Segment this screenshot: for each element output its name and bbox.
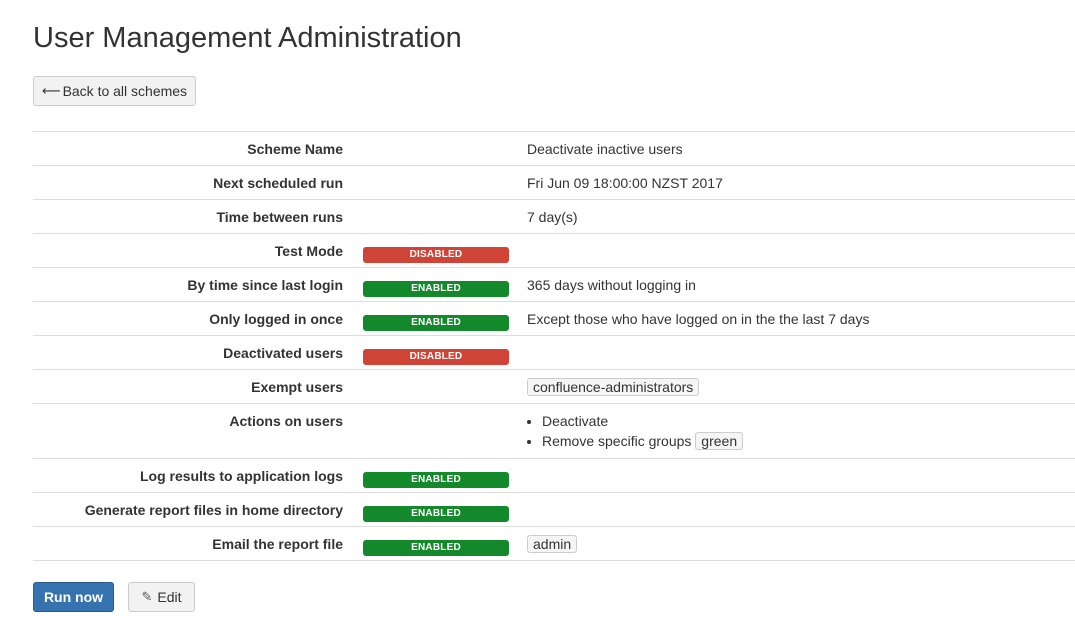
row-logged-once: Only logged in once ENABLED Except those…: [33, 302, 1075, 336]
row-exempt-users: Exempt users confluence-administrators: [33, 370, 1075, 404]
status-badge: ENABLED: [363, 281, 509, 297]
edit-button-label: Edit: [157, 589, 182, 605]
back-to-schemes-button[interactable]: ⟵ Back to all schemes: [33, 76, 196, 106]
row-test-mode: Test Mode DISABLED: [33, 234, 1075, 268]
row-scheme-name: Scheme Name Deactivate inactive users: [33, 132, 1075, 166]
row-label: Email the report file: [212, 536, 343, 552]
pencil-icon: ✎: [141, 589, 153, 604]
scheme-name-value: Deactivate inactive users: [527, 141, 683, 157]
back-button-label: Back to all schemes: [62, 83, 188, 99]
row-label: Log results to application logs: [139, 468, 343, 484]
status-badge: ENABLED: [363, 506, 509, 522]
row-label: Deactivated users: [223, 345, 343, 361]
row-last-login: By time since last login ENABLED 365 day…: [33, 268, 1075, 302]
row-email-report: Email the report file ENABLED admin: [33, 527, 1075, 561]
row-label: Next scheduled run: [213, 175, 343, 191]
list-item: Remove specific groups green: [542, 431, 1075, 451]
row-actions-on-users: Actions on users Deactivate Remove speci…: [33, 404, 1075, 459]
page-title: User Management Administration: [33, 22, 462, 54]
row-label: Only logged in once: [209, 311, 343, 327]
status-badge: ENABLED: [363, 315, 509, 331]
edit-button[interactable]: ✎ Edit: [128, 582, 195, 612]
user-tag: admin: [527, 535, 578, 553]
actions-list: Deactivate Remove specific groups green: [527, 411, 1075, 451]
row-label: Time between runs: [216, 209, 343, 225]
row-label: Test Mode: [274, 243, 343, 259]
row-label: Exempt users: [251, 379, 343, 395]
row-label: Scheme Name: [247, 141, 343, 157]
group-tag: confluence-administrators: [527, 378, 700, 396]
row-deactivated-users: Deactivated users DISABLED: [33, 336, 1075, 370]
run-now-button[interactable]: Run now: [33, 582, 114, 612]
list-item: Deactivate: [542, 411, 1075, 431]
row-label: Generate report files in home directory: [84, 502, 343, 518]
next-run-value: Fri Jun 09 18:00:00 NZST 2017: [527, 175, 723, 191]
status-badge: ENABLED: [363, 540, 509, 556]
group-tag: green: [695, 432, 744, 450]
row-log-results: Log results to application logs ENABLED: [33, 459, 1075, 493]
left-arrow-icon: ⟵: [41, 83, 61, 98]
row-next-run: Next scheduled run Fri Jun 09 18:00:00 N…: [33, 166, 1075, 200]
time-between-value: 7 day(s): [527, 209, 578, 225]
row-label: By time since last login: [187, 277, 343, 293]
row-time-between: Time between runs 7 day(s): [33, 200, 1075, 234]
row-label: Actions on users: [229, 413, 343, 429]
row-report-files: Generate report files in home directory …: [33, 493, 1075, 527]
logged-once-value: Except those who have logged on in the t…: [527, 311, 870, 327]
status-badge: ENABLED: [363, 472, 509, 488]
status-badge: DISABLED: [363, 247, 509, 263]
status-badge: DISABLED: [363, 349, 509, 365]
last-login-value: 365 days without logging in: [527, 277, 696, 293]
scheme-details-table: Scheme Name Deactivate inactive users Ne…: [33, 131, 1075, 561]
